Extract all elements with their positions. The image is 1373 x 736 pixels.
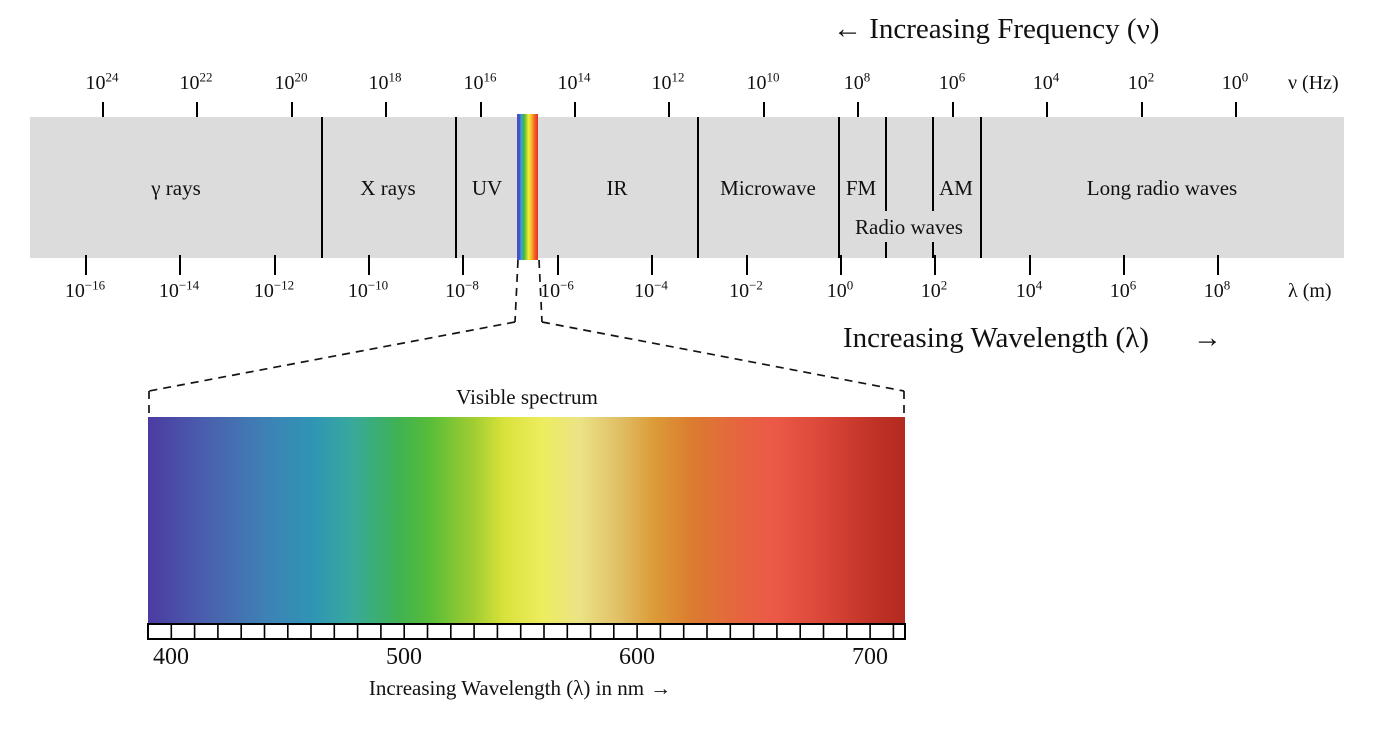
frequency-tick-label: 1022 (179, 69, 213, 94)
wavelength-tick-label: 10−6 (540, 277, 574, 302)
nm-tick-label-600: 600 (619, 644, 655, 670)
frequency-axis-tick (1235, 102, 1237, 119)
nm-ruler (147, 623, 906, 640)
fm-label: FM (845, 176, 877, 200)
region-divider (885, 117, 887, 211)
wavelength-axis-tick (85, 255, 87, 275)
gamma-rays-label: γ rays (151, 176, 201, 200)
frequency-tick-label: 1024 (85, 69, 119, 94)
long-radio-waves-label: Long radio waves (1086, 176, 1238, 200)
wavelength-axis-tick (1123, 255, 1125, 275)
frequency-tick-label: 1010 (746, 69, 780, 94)
region-divider (455, 117, 457, 258)
frequency-tick-label: 1020 (274, 69, 308, 94)
wavelength-tick-label: 10−12 (253, 277, 295, 302)
frequency-tick-label: 1012 (651, 69, 685, 94)
wavelength-axis-tick (651, 255, 653, 275)
region-divider (932, 117, 934, 211)
frequency-axis-tick (480, 102, 482, 119)
region-divider (932, 242, 934, 258)
frequency-axis-tick (102, 102, 104, 119)
wavelength-axis-tick (557, 255, 559, 275)
uv-label: UV (471, 176, 503, 200)
microwave-label: Microwave (720, 176, 816, 200)
region-divider (838, 117, 840, 258)
increasing-wavelength-title: Increasing Wavelength (λ) → (843, 322, 1222, 354)
wavelength-axis-tick (840, 255, 842, 275)
frequency-tick-label: 102 (1127, 69, 1155, 94)
wavelength-axis-tick (274, 255, 276, 275)
wavelength-axis-tick (179, 255, 181, 275)
wavelength-tick-label: 10−16 (64, 277, 106, 302)
wavelength-tick-label: 102 (920, 277, 948, 302)
visible-spectrum-title: Visible spectrum (456, 385, 598, 409)
wavelength-tick-label: 10−2 (729, 277, 763, 302)
wavelength-tick-label: 10−4 (634, 277, 668, 302)
wavelength-unit-label: λ (m) (1288, 280, 1332, 302)
wavelength-tick-label: 106 (1109, 277, 1137, 302)
frequency-tick-label: 1014 (557, 69, 591, 94)
frequency-axis-tick (763, 102, 765, 119)
wavelength-tick-label: 100 (826, 277, 854, 302)
wavelength-axis-tick (368, 255, 370, 275)
frequency-tick-label: 1016 (463, 69, 497, 94)
nm-tick-label-700: 700 (852, 644, 888, 670)
frequency-axis-tick (1141, 102, 1143, 119)
wavelength-tick-label: 104 (1015, 277, 1043, 302)
right-arrow-icon: → (1192, 322, 1222, 354)
frequency-axis-tick (857, 102, 859, 119)
frequency-axis-tick (668, 102, 670, 119)
ir-label: IR (606, 176, 628, 200)
frequency-tick-label: 1018 (368, 69, 402, 94)
frequency-axis-tick (291, 102, 293, 119)
wavelength-tick-label: 10−10 (347, 277, 389, 302)
spectrum-band (30, 117, 1344, 258)
region-divider (980, 117, 982, 258)
x-rays-label: X rays (360, 176, 416, 200)
wavelength-axis-tick (462, 255, 464, 275)
frequency-tick-label: 104 (1032, 69, 1060, 94)
radio-waves-label: Radio waves (855, 215, 963, 239)
frequency-tick-label: 100 (1221, 69, 1249, 94)
increasing-frequency-title: ← Increasing Frequency (ν) (833, 13, 1160, 45)
wavelength-axis-tick (1217, 255, 1219, 275)
right-arrow-icon: → (650, 676, 672, 700)
wavelength-axis-tick (934, 255, 936, 275)
region-divider (697, 117, 699, 258)
nm-tick-label-400: 400 (153, 644, 189, 670)
wavelength-tick-label: 10−14 (158, 277, 200, 302)
frequency-axis-tick (385, 102, 387, 119)
wavelength-axis-tick (746, 255, 748, 275)
visible-light-strip (517, 114, 538, 260)
wavelength-tick-label: 108 (1203, 277, 1231, 302)
frequency-axis-tick (574, 102, 576, 119)
frequency-unit-label: ν (Hz) (1288, 72, 1339, 94)
region-divider (885, 242, 887, 258)
nm-axis-caption: Increasing Wavelength (λ) in nm → (368, 676, 672, 700)
frequency-axis-tick (952, 102, 954, 119)
nm-tick-label-500: 500 (386, 644, 422, 670)
wavelength-axis-tick (1029, 255, 1031, 275)
frequency-tick-label: 106 (938, 69, 966, 94)
wavelength-tick-label: 10−8 (445, 277, 479, 302)
am-label: AM (939, 176, 973, 200)
frequency-axis-tick (196, 102, 198, 119)
frequency-axis-tick (1046, 102, 1048, 119)
region-divider (321, 117, 323, 258)
visible-spectrum-band (148, 417, 905, 623)
frequency-tick-label: 108 (843, 69, 871, 94)
